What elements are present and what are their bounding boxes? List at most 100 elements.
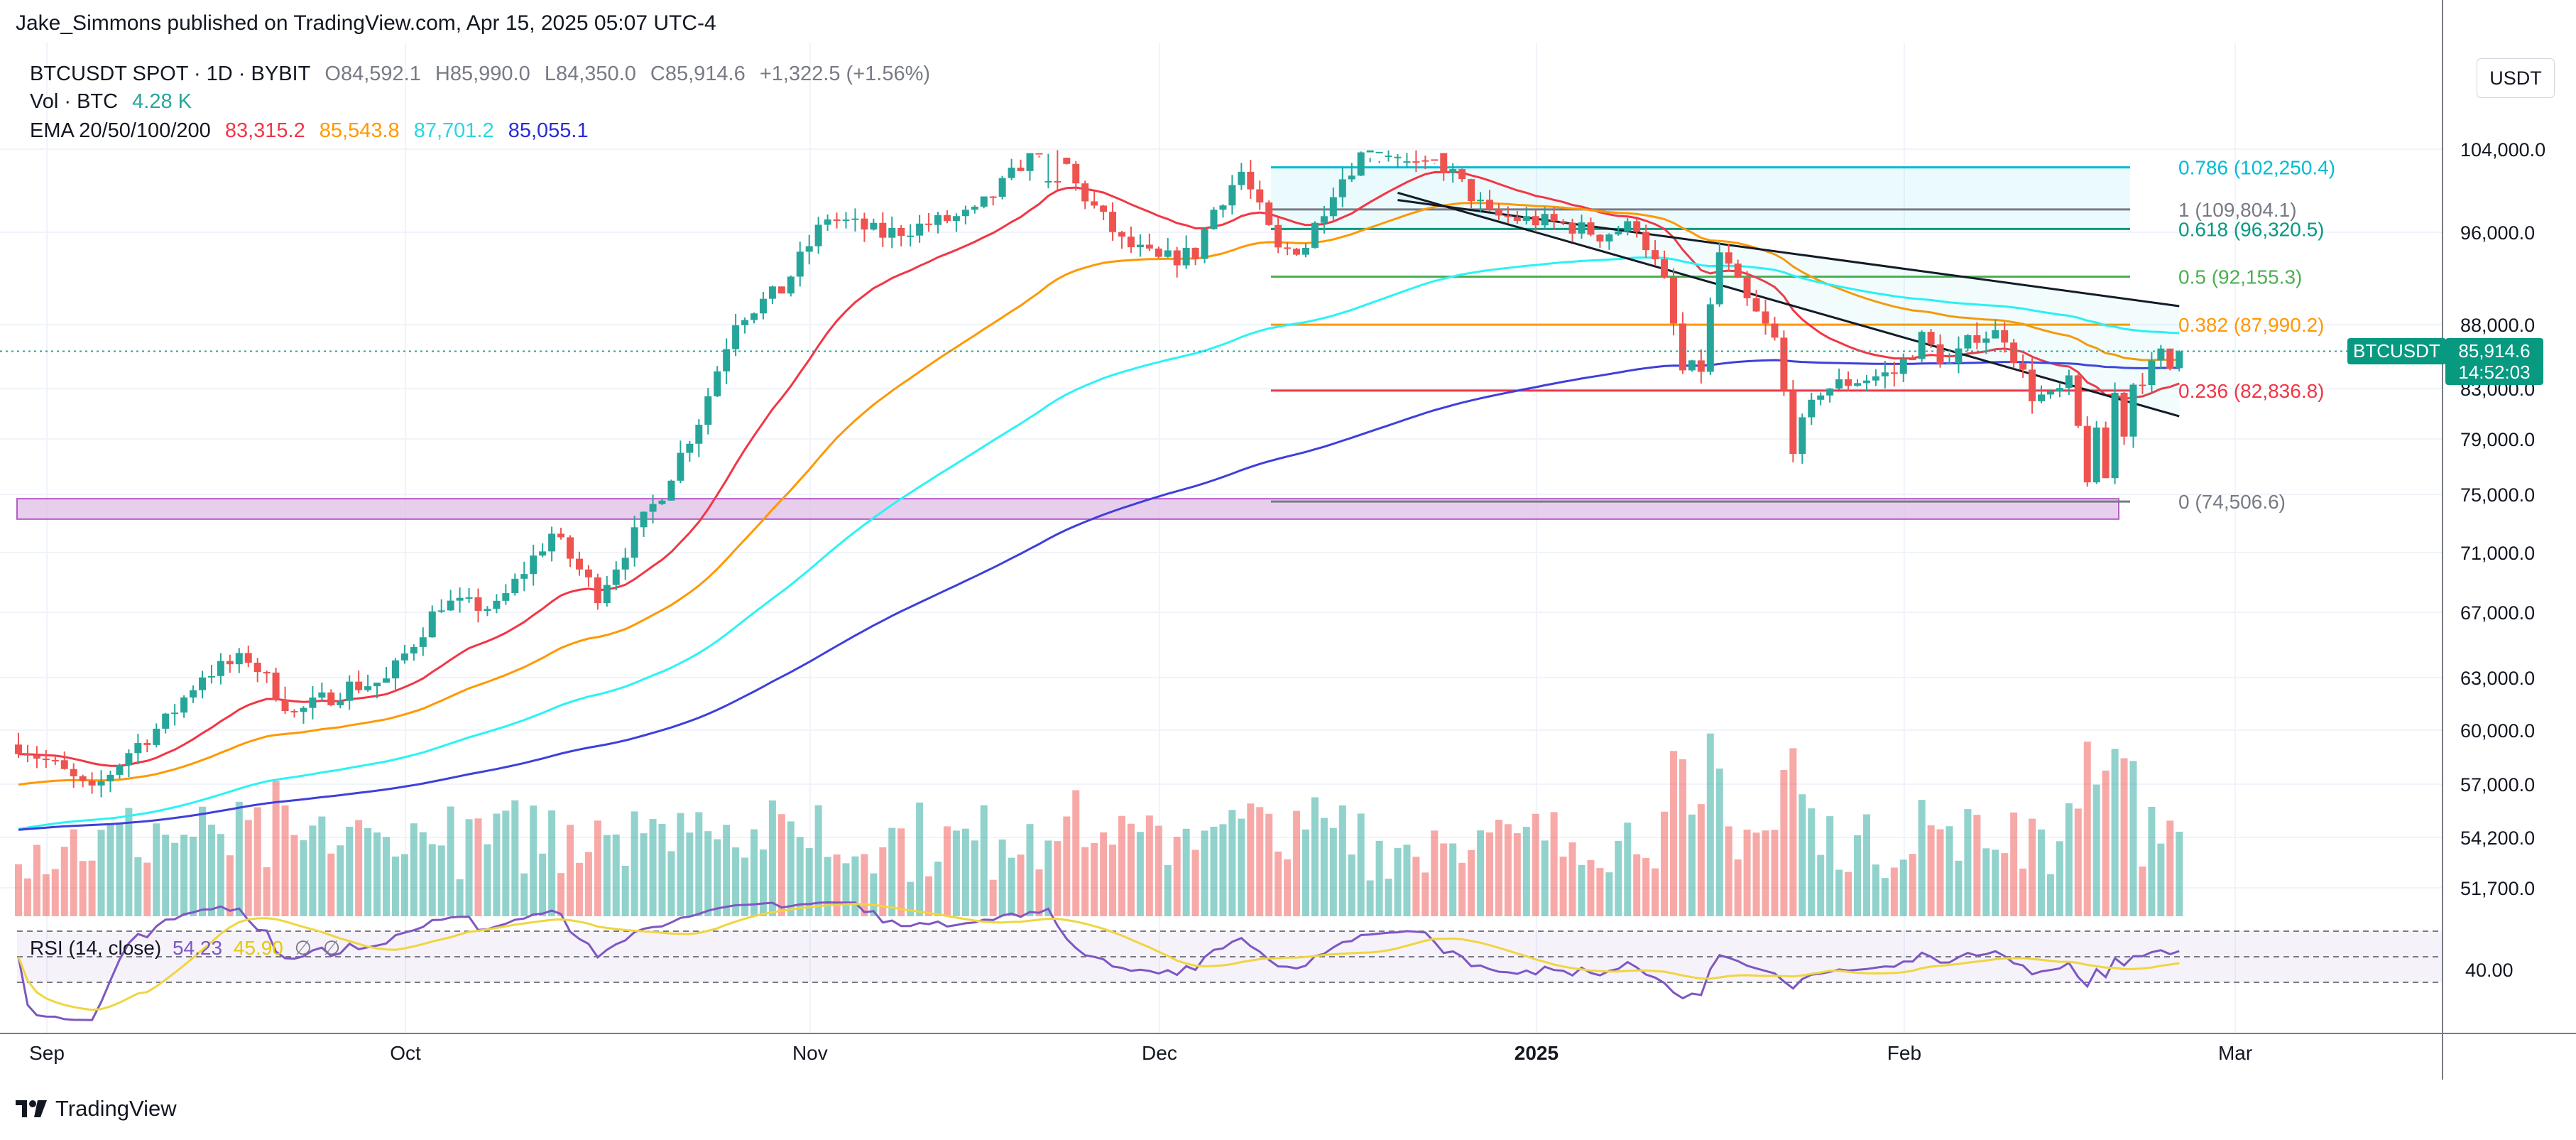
- candle-body: [2065, 375, 2073, 389]
- volume-bar: [2019, 868, 2027, 916]
- volume-bar: [1780, 770, 1788, 916]
- tradingview-logo[interactable]: TradingView: [16, 1096, 177, 1122]
- symbol-title[interactable]: BTCUSDT SPOT · 1D · BYBIT: [30, 63, 311, 85]
- candle: [42, 749, 50, 769]
- candle-body: [1155, 248, 1162, 257]
- candle-body: [575, 558, 583, 570]
- symbol-price-tag: BTCUSDT: [2347, 338, 2446, 364]
- candle-body: [309, 697, 317, 708]
- candle-body: [456, 597, 464, 601]
- volume-bar: [1899, 859, 1907, 916]
- candle: [1468, 178, 1475, 209]
- volume-bar: [474, 818, 482, 916]
- volume-bar: [612, 834, 620, 916]
- candle-body: [1265, 202, 1273, 225]
- volume-bar: [1109, 845, 1117, 916]
- volume-legend: Vol · BTC 4.28 K: [30, 90, 200, 114]
- candle-body: [1256, 189, 1264, 203]
- volume-bar: [1789, 748, 1797, 916]
- price-tick-label: 71,000.0: [2460, 543, 2535, 564]
- volume-bar: [1458, 862, 1466, 916]
- candle-body: [1495, 209, 1502, 216]
- volume-bar: [1808, 808, 1816, 916]
- candle: [2111, 382, 2119, 484]
- volume-bar: [2074, 808, 2082, 916]
- candle-body: [1670, 277, 1677, 324]
- volume-bar: [1072, 790, 1080, 916]
- price-tick-label: 96,000.0: [2460, 222, 2535, 244]
- volume-bar: [1909, 854, 1916, 916]
- channel-fill: [1397, 192, 2180, 417]
- volume-bar: [1973, 815, 1981, 916]
- candle-body: [290, 711, 298, 713]
- volume-bar: [1550, 812, 1558, 916]
- volume-bar: [741, 857, 749, 916]
- axes: 104,000.096,000.088,000.083,000.079,000.…: [0, 0, 2576, 1080]
- volume-bar: [2010, 812, 2018, 916]
- candle: [281, 686, 289, 715]
- candle: [686, 441, 694, 462]
- volume-bar: [1504, 824, 1512, 916]
- candle-body: [768, 286, 776, 299]
- candle: [530, 544, 537, 586]
- candle: [1862, 374, 1870, 391]
- candle-body: [15, 744, 22, 754]
- volume-label[interactable]: Vol · BTC: [30, 90, 119, 113]
- candle: [355, 671, 363, 694]
- candle-body: [1605, 234, 1613, 241]
- volume-bar: [364, 827, 372, 916]
- volume-bar: [539, 853, 547, 916]
- volume-bar: [1201, 830, 1208, 916]
- volume-bar: [1881, 878, 1889, 916]
- candle: [1642, 224, 1650, 258]
- ohlc-high: H85,990.0: [435, 63, 530, 85]
- candle-body: [437, 610, 445, 612]
- candle: [88, 772, 96, 794]
- candle: [1679, 312, 1686, 374]
- volume-bar: [1927, 825, 1935, 916]
- volume-bar: [916, 802, 924, 916]
- volume-bar: [557, 873, 565, 916]
- volume-bar: [1238, 818, 1245, 916]
- volume-bar: [1688, 814, 1696, 916]
- volume-bar: [253, 807, 261, 916]
- candle-body: [2120, 392, 2128, 437]
- candle-body: [998, 178, 1006, 197]
- ohlc-low: L84,350.0: [544, 63, 636, 85]
- fib-label-1: 1 (109,804.1): [2178, 199, 2297, 221]
- volume-bar: [1375, 840, 1383, 916]
- candle-body: [1927, 332, 1935, 344]
- volume-bar: [1017, 854, 1025, 916]
- volume-bar: [1366, 880, 1374, 916]
- volume-bar: [1854, 835, 1861, 916]
- volume-bar: [1799, 794, 1806, 916]
- currency-button[interactable]: USDT: [2477, 58, 2555, 98]
- volume-bar: [419, 832, 427, 916]
- volume-bar: [732, 847, 740, 916]
- candle-body: [383, 678, 390, 683]
- candle: [768, 285, 776, 304]
- symbol-legend: BTCUSDT SPOT · 1D · BYBIT O84,592.1 H85,…: [30, 63, 939, 86]
- volume-value: 4.28 K: [132, 90, 192, 113]
- volume-bar: [1890, 867, 1898, 916]
- candle: [1715, 242, 1723, 307]
- candle: [2157, 344, 2165, 370]
- rsi-value: 54.23: [172, 937, 223, 959]
- volume-bar: [1008, 857, 1015, 916]
- ema20-value: 83,315.2: [224, 119, 305, 142]
- candle-body: [594, 577, 601, 604]
- candle-body: [1964, 335, 1972, 349]
- candle-body: [1118, 232, 1125, 237]
- candle: [400, 644, 408, 664]
- rsi-title[interactable]: RSI (14, close): [30, 937, 162, 959]
- ohlc-open: O84,592.1: [324, 63, 421, 85]
- candle: [943, 210, 951, 224]
- candle: [1109, 202, 1117, 241]
- candle-body: [686, 443, 694, 453]
- volume-bar: [998, 839, 1006, 916]
- candle: [1247, 159, 1255, 200]
- ema-label[interactable]: EMA 20/50/100/200: [30, 119, 211, 142]
- candle: [2065, 369, 2073, 396]
- volume-bar: [244, 820, 252, 916]
- volume-bar: [51, 869, 59, 916]
